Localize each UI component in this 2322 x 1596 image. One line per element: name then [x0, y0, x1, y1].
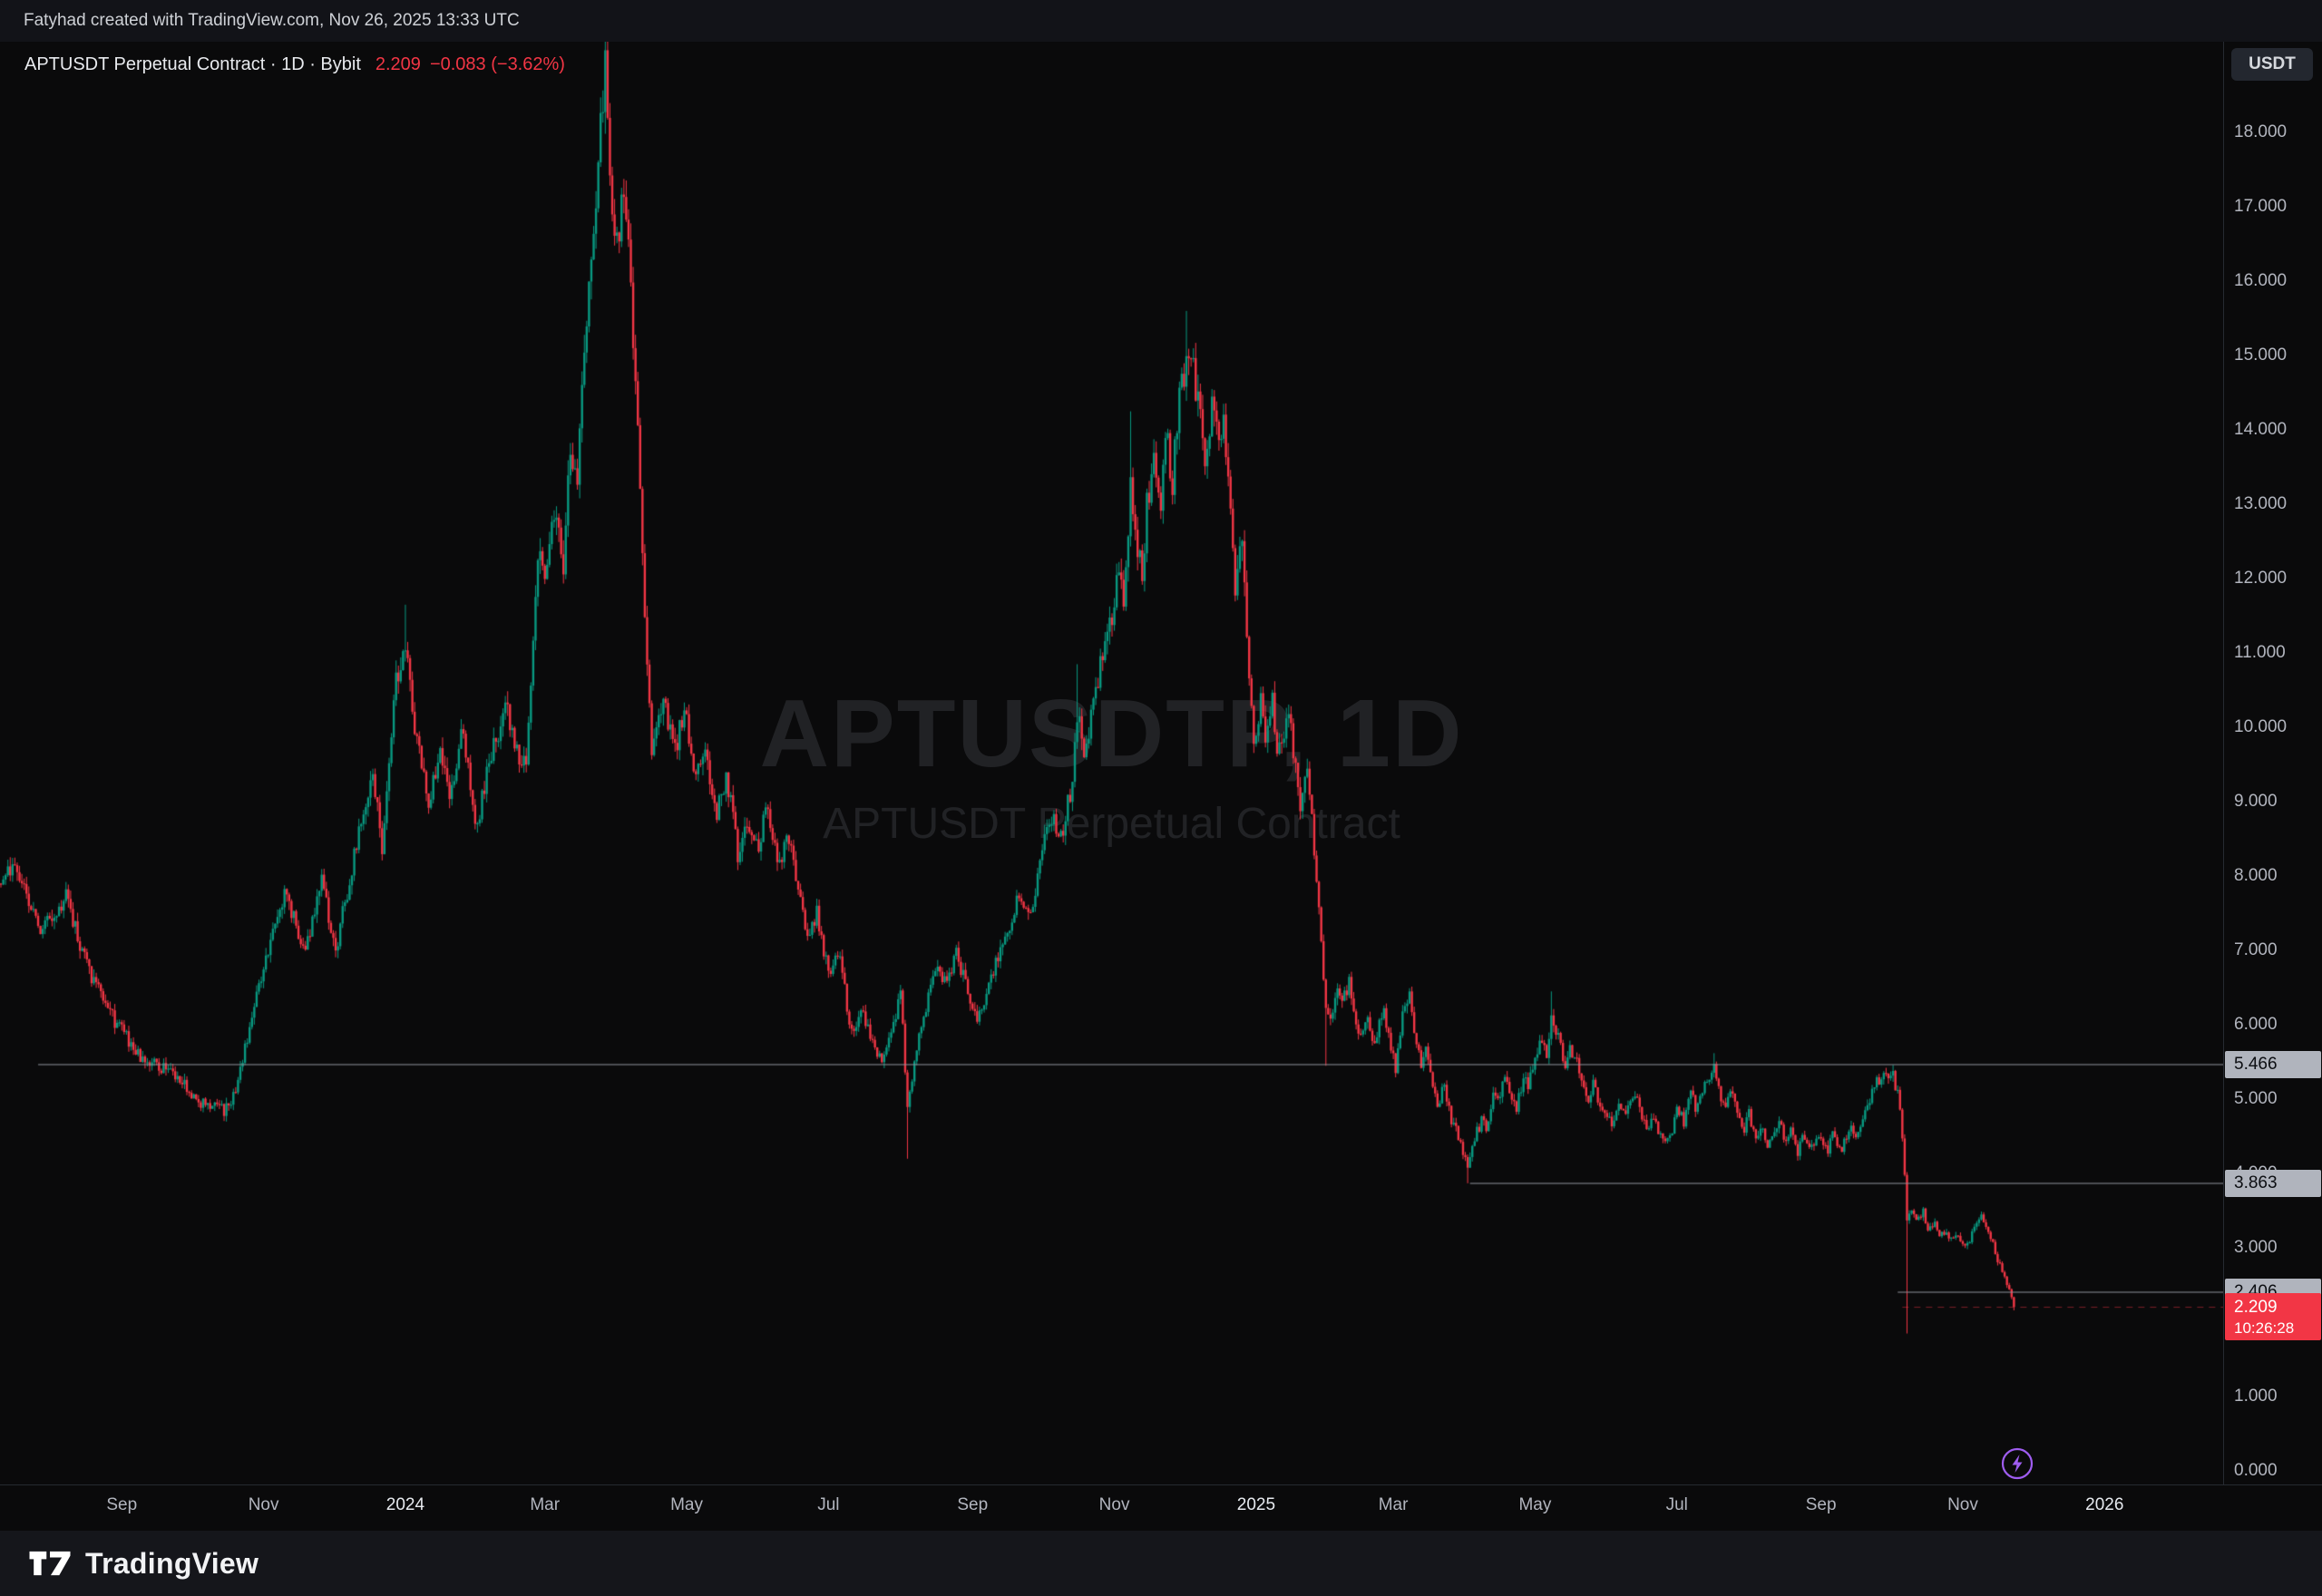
price-tick: 17.000	[2234, 197, 2288, 217]
current-price-label: 2.209 10:26:28	[2225, 1293, 2321, 1341]
price-tick: 5.000	[2234, 1089, 2278, 1109]
price-tick: 7.000	[2234, 940, 2278, 960]
price-tick: 11.000	[2234, 643, 2286, 663]
price-tick: 14.000	[2234, 420, 2288, 440]
last-price: 2.209	[375, 54, 421, 74]
time-tick-month: May	[670, 1495, 703, 1514]
tradingview-wordmark[interactable]: TradingView	[85, 1546, 259, 1580]
currency-toggle-button[interactable]: USDT	[2231, 48, 2313, 81]
time-tick-month: Sep	[957, 1495, 989, 1514]
boost-lightning-icon[interactable]	[1996, 1443, 2038, 1484]
price-tick: 16.000	[2234, 271, 2288, 291]
candlestick-chart[interactable]	[0, 42, 2223, 1484]
price-tick: 6.000	[2234, 1015, 2278, 1035]
time-tick-month: Nov	[248, 1495, 279, 1514]
price-line-label[interactable]: 5.466	[2225, 1050, 2321, 1078]
price-change: −0.083 (−3.62%)	[429, 54, 565, 74]
time-tick-year: 2026	[2085, 1495, 2124, 1514]
time-tick-year: 2025	[1236, 1495, 1276, 1514]
attribution-bar: Fatyhad created with TradingView.com, No…	[0, 0, 2322, 42]
price-tick: 0.000	[2234, 1461, 2278, 1481]
price-tick: 12.000	[2234, 569, 2288, 589]
price-axis[interactable]: USDT 18.000 17.000 16.000 15.000 14.000 13.00…	[2223, 42, 2322, 1484]
attribution-text: Fatyhad created with TradingView.com, No…	[24, 11, 520, 30]
price-tick: 13.000	[2234, 494, 2288, 514]
time-tick-month: Mar	[530, 1495, 561, 1514]
price-tick: 15.000	[2234, 345, 2288, 365]
current-price-value: 2.209	[2234, 1297, 2278, 1317]
time-tick-year: 2024	[385, 1495, 425, 1514]
price-tick: 8.000	[2234, 866, 2278, 886]
tradingview-logo-icon[interactable]	[27, 1550, 73, 1577]
symbol-title: APTUSDT Perpetual Contract · 1D · Bybit	[24, 54, 361, 74]
price-tick: 3.000	[2234, 1238, 2278, 1258]
time-tick-month: Sep	[1805, 1495, 1837, 1514]
time-tick-month: Jul	[1665, 1495, 1688, 1514]
price-tick: 10.000	[2234, 717, 2288, 737]
footer-bar: TradingView	[0, 1531, 2322, 1596]
time-tick-month: Nov	[1947, 1495, 1978, 1514]
time-tick-month: Sep	[106, 1495, 138, 1514]
time-tick-month: Jul	[817, 1495, 840, 1514]
bar-close-countdown: 10:26:28	[2234, 1319, 2295, 1337]
price-tick: 18.000	[2234, 122, 2288, 142]
price-tick: 1.000	[2234, 1387, 2278, 1406]
time-axis[interactable]: Sep Nov 2024 Mar May Jul Sep Nov 2025 Mar May Jul Se…	[0, 1484, 2322, 1531]
time-tick-month: Mar	[1378, 1495, 1409, 1514]
time-tick-month: Nov	[1098, 1495, 1130, 1514]
time-tick-month: May	[1518, 1495, 1552, 1514]
symbol-legend[interactable]: APTUSDT Perpetual Contract · 1D · Bybit 2…	[24, 54, 565, 75]
price-tick: 9.000	[2234, 792, 2278, 812]
price-line-label[interactable]: 3.863	[2225, 1170, 2321, 1198]
